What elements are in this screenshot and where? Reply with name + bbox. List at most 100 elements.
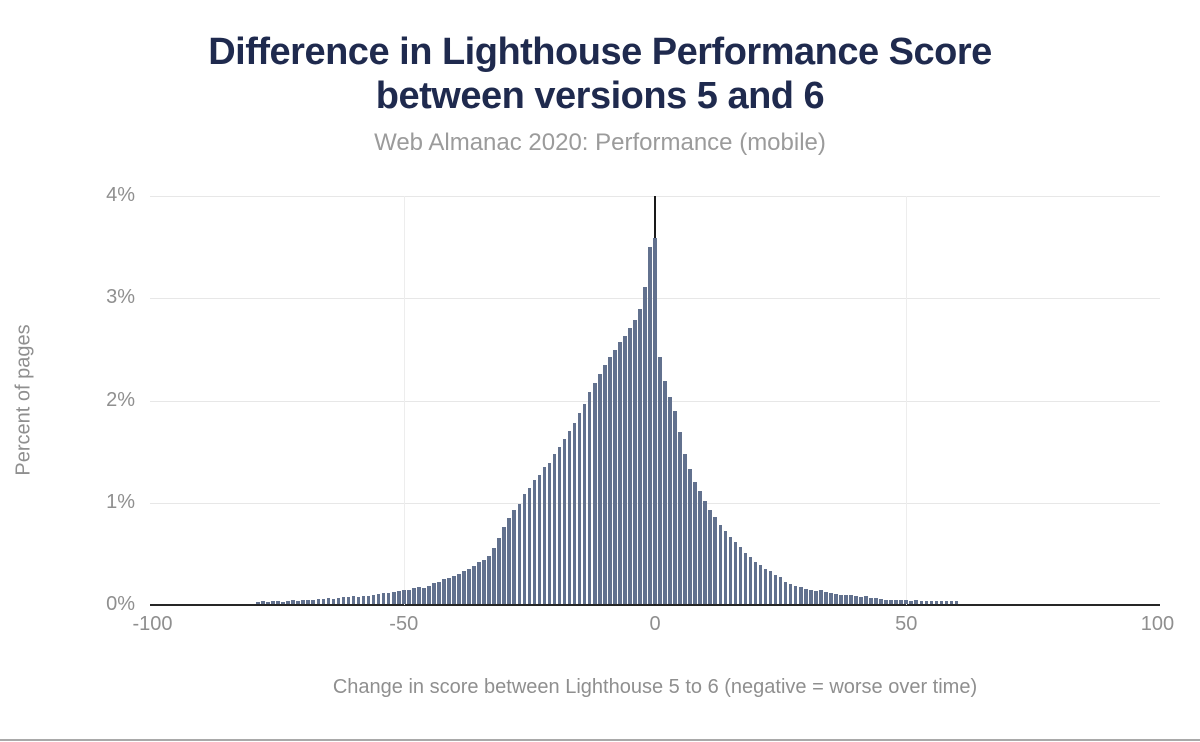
histogram-bar: [261, 600, 265, 604]
x-tick-label: 100: [1140, 613, 1175, 635]
histogram-bar: [522, 493, 527, 604]
histogram-bar: [889, 599, 893, 604]
histogram-bar: [361, 595, 366, 604]
histogram-bar: [778, 577, 783, 604]
x-axis-label: Change in score between Lighthouse 5 to …: [332, 676, 978, 698]
histogram-bar: [376, 593, 381, 604]
histogram-bar: [567, 431, 572, 604]
histogram-bar: [954, 600, 959, 604]
histogram-bar: [502, 527, 507, 604]
histogram-bar: [653, 237, 657, 604]
histogram-bar: [808, 589, 813, 604]
histogram-bar: [803, 588, 808, 604]
histogram-bar: [813, 590, 818, 604]
histogram-bar: [718, 525, 723, 604]
histogram-bar: [331, 598, 336, 604]
histogram-bar: [507, 518, 512, 604]
histogram-bar: [587, 392, 592, 604]
x-tick-label: 0: [649, 613, 661, 635]
histogram-bar: [301, 599, 306, 604]
histogram-bar: [879, 598, 883, 604]
histogram-bar: [577, 412, 582, 604]
histogram-bar: [291, 599, 295, 604]
histogram-bar: [336, 597, 341, 604]
chart-title: Difference in Lighthouse Performance Sco…: [0, 30, 1200, 118]
histogram-bar: [638, 308, 642, 604]
histogram-bar: [447, 578, 451, 604]
histogram-bar: [457, 574, 461, 604]
histogram-bar: [914, 599, 919, 604]
histogram-bar: [452, 576, 456, 604]
histogram-bar: [512, 509, 517, 604]
histogram-bar: [703, 500, 708, 604]
x-tick-label: -50: [389, 613, 419, 635]
histogram-bar: [557, 446, 562, 604]
histogram-bar: [276, 600, 280, 604]
histogram-bar: [708, 509, 713, 604]
histogram-bar: [899, 599, 904, 604]
y-axis-label: Percent of pages: [12, 324, 35, 476]
histogram-bar: [401, 589, 406, 604]
histogram-bar: [743, 552, 748, 604]
histogram-bar: [668, 397, 672, 604]
histogram-bar: [607, 356, 612, 604]
histogram-bar: [663, 381, 667, 604]
histogram-bar: [482, 560, 486, 604]
histogram-bar: [437, 581, 441, 604]
y-tick-label: 3%: [106, 286, 135, 309]
histogram-bar: [944, 600, 949, 604]
plot-area: [150, 196, 1160, 606]
histogram-bar: [623, 336, 627, 604]
histogram-bar: [783, 581, 788, 604]
histogram-bar: [281, 601, 285, 604]
histogram-bar: [326, 597, 331, 604]
histogram-bar: [427, 585, 431, 604]
chart-title-line2: between versions 5 and 6: [375, 75, 825, 117]
histogram-bar: [386, 592, 391, 604]
gridline-vertical: [906, 196, 908, 605]
histogram-bar: [432, 582, 436, 604]
histogram-bar: [688, 469, 692, 604]
histogram-bar: [582, 403, 587, 604]
histogram-bar: [487, 555, 491, 604]
histogram-bar: [346, 596, 351, 604]
bottom-window-border: [0, 739, 1200, 741]
y-tick-label: 4%: [106, 184, 135, 206]
histogram-bar: [849, 594, 853, 604]
histogram-bar: [949, 600, 954, 604]
y-tick-label: 1%: [106, 490, 135, 513]
histogram-bar: [839, 594, 843, 604]
histogram-bar: [381, 592, 386, 604]
histogram-bar: [844, 594, 848, 604]
histogram-bar: [602, 364, 607, 604]
histogram-bar: [874, 597, 878, 604]
histogram-bar: [356, 596, 361, 604]
histogram-bar: [643, 287, 647, 604]
histogram-bar: [768, 571, 773, 604]
y-tick-label: 2%: [106, 388, 135, 411]
histogram-bar: [612, 350, 617, 604]
histogram-bar: [738, 546, 743, 604]
histogram-bar: [542, 467, 547, 604]
histogram-bar: [773, 575, 778, 604]
histogram-bar: [527, 488, 532, 604]
histogram-bar: [341, 596, 346, 604]
histogram-bar: [477, 562, 481, 604]
histogram-bar: [919, 600, 924, 604]
histogram-bar: [864, 595, 868, 604]
histogram-bar: [683, 453, 687, 604]
histogram-bar: [351, 595, 356, 604]
histogram-bar: [321, 598, 326, 604]
histogram-bar: [537, 475, 542, 604]
chart-subtitle: Web Almanac 2020: Performance (mobile): [374, 129, 826, 156]
histogram-bar: [748, 556, 753, 604]
histogram-bar: [406, 589, 411, 604]
histogram-bar: [633, 319, 637, 604]
histogram-bar: [532, 480, 537, 604]
histogram-bar: [442, 579, 446, 604]
histogram-bar: [758, 565, 763, 604]
histogram-bar: [924, 600, 929, 604]
histogram-bar: [788, 583, 793, 604]
x-tick-label: 50: [895, 613, 918, 635]
